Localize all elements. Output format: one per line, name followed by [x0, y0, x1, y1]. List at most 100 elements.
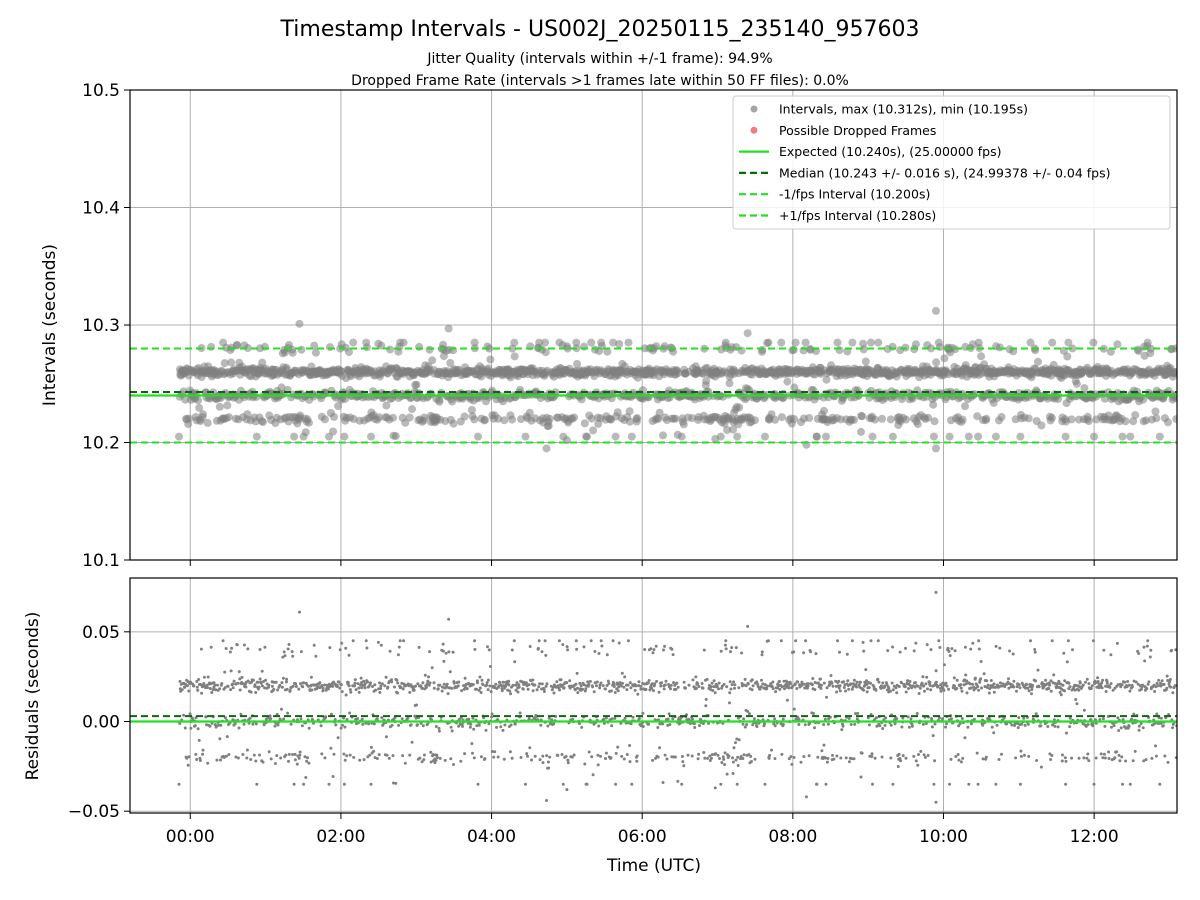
data-point	[420, 413, 429, 422]
data-point	[999, 681, 1002, 685]
data-point	[867, 338, 875, 347]
data-point	[584, 687, 588, 691]
data-point	[362, 679, 366, 683]
data-point	[980, 686, 983, 690]
data-point	[556, 754, 560, 757]
data-point	[679, 420, 688, 429]
data-point	[820, 683, 823, 687]
x-tick-label: 02:00	[316, 827, 365, 847]
data-point	[221, 639, 225, 643]
data-point	[859, 775, 863, 779]
data-point	[479, 691, 483, 694]
data-point	[612, 682, 616, 686]
data-point	[186, 680, 190, 683]
data-point	[746, 709, 750, 713]
data-point	[1121, 718, 1125, 721]
data-point	[713, 691, 717, 695]
data-point	[566, 761, 570, 765]
data-point	[668, 723, 672, 727]
data-point	[449, 757, 453, 761]
data-point	[460, 412, 469, 421]
data-point	[527, 717, 531, 720]
data-point	[206, 675, 210, 679]
data-point	[706, 756, 710, 760]
data-point	[471, 716, 475, 720]
outlier-point	[746, 624, 750, 628]
data-point	[603, 687, 607, 691]
data-point	[1118, 759, 1122, 763]
x-tick-label: 12:00	[1070, 827, 1119, 847]
data-point	[368, 753, 372, 757]
data-point	[622, 757, 626, 761]
data-point	[770, 748, 773, 752]
data-point	[540, 650, 544, 654]
data-point	[224, 754, 228, 758]
data-point	[510, 756, 514, 760]
data-point	[628, 681, 632, 685]
data-point	[438, 683, 442, 687]
data-point	[664, 679, 668, 683]
data-point	[238, 677, 242, 681]
data-point	[565, 681, 569, 685]
data-point	[1158, 782, 1162, 786]
data-point	[778, 687, 782, 691]
data-point	[465, 687, 469, 691]
data-point	[286, 711, 290, 715]
data-point	[925, 643, 929, 647]
data-point	[750, 678, 754, 682]
data-point	[284, 753, 288, 757]
data-point	[254, 691, 258, 694]
data-point	[942, 688, 946, 692]
data-point	[281, 655, 285, 659]
data-point	[409, 723, 413, 727]
data-point	[620, 671, 624, 675]
data-point	[804, 639, 808, 643]
data-point	[285, 687, 289, 691]
data-point	[768, 753, 772, 757]
data-point	[857, 683, 861, 687]
data-point	[360, 717, 364, 721]
data-point	[1035, 759, 1039, 762]
data-point	[245, 756, 249, 760]
data-point	[518, 711, 522, 715]
data-point	[952, 676, 956, 680]
data-point	[854, 683, 858, 687]
data-point	[526, 687, 530, 691]
data-point	[1142, 416, 1150, 425]
data-point	[401, 687, 405, 691]
data-point	[1159, 716, 1163, 720]
data-point	[340, 641, 344, 645]
data-point	[448, 670, 452, 674]
data-point	[1084, 680, 1087, 684]
data-point	[859, 345, 868, 354]
data-point	[1142, 759, 1146, 763]
data-point	[1139, 395, 1148, 404]
data-point	[670, 647, 674, 651]
data-point	[929, 688, 933, 692]
data-point	[906, 715, 910, 719]
data-point	[1061, 753, 1064, 757]
data-point	[573, 360, 582, 368]
data-point	[927, 344, 935, 353]
data-point	[921, 675, 925, 679]
data-point	[611, 432, 620, 441]
data-point	[418, 756, 422, 760]
data-point	[626, 683, 630, 687]
data-point	[692, 722, 696, 726]
data-point	[201, 748, 205, 752]
data-point	[1023, 723, 1027, 727]
data-point	[923, 755, 927, 759]
data-point	[961, 756, 965, 760]
data-point	[730, 646, 734, 650]
data-point	[369, 681, 372, 685]
data-point	[732, 746, 736, 750]
data-point	[589, 426, 598, 435]
data-point	[504, 684, 508, 688]
data-point	[587, 414, 596, 423]
data-point	[857, 427, 865, 436]
data-point	[1146, 682, 1150, 686]
data-point	[1073, 688, 1077, 692]
data-point	[232, 679, 236, 683]
data-point	[1082, 756, 1086, 760]
data-point	[1137, 652, 1141, 655]
